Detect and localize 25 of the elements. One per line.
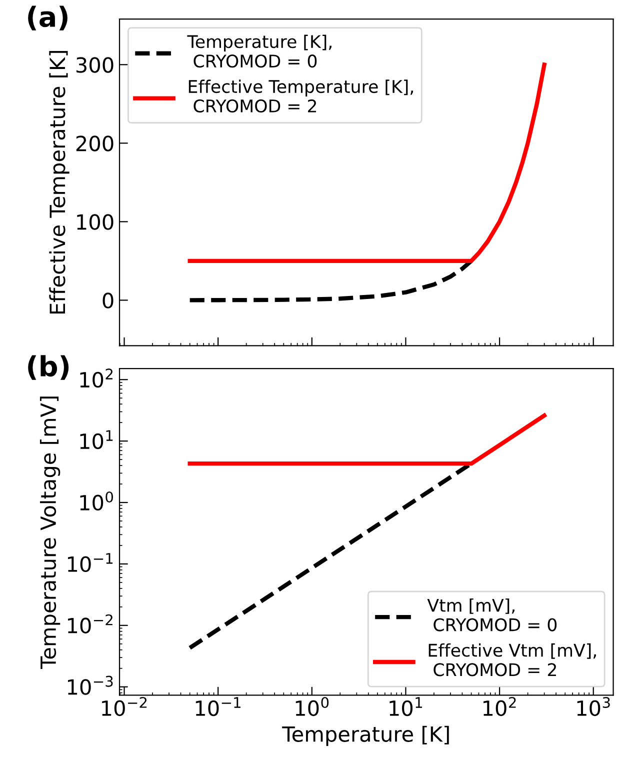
- y-tick-label: 200: [76, 136, 114, 152]
- x-axis-title: Temperature [K]: [282, 726, 449, 746]
- legend-label: Effective Vtm [mV], CRYOMOD = 2: [428, 643, 596, 676]
- x-tick-label: 10$^{0}$: [296, 696, 329, 716]
- x-tick-label: 10$^{−2}$: [102, 696, 147, 716]
- y-tick-label: 10$^{0}$: [80, 491, 113, 511]
- y-tick-label: 10$^{−1}$: [68, 553, 113, 572]
- legend-label: Temperature [K], CRYOMOD = 0: [187, 34, 332, 68]
- y-tick-label: 0: [102, 292, 114, 308]
- y-tick-label: 10$^{−3}$: [68, 676, 113, 695]
- x-tick-label: 10$^{−1}$: [196, 697, 240, 716]
- x-tick-label: 10$^{1}$: [390, 697, 422, 716]
- text: (b): [28, 355, 69, 380]
- y-axis-title: Temperature Voltage [mV]: [40, 396, 60, 670]
- x-tick-label: 10$^{2}$: [484, 696, 516, 716]
- y-tick-label: 10$^{1}$: [80, 430, 113, 450]
- y-tick-label: 300: [76, 57, 114, 73]
- legend-label: Effective Temperature [K], CRYOMOD = 2: [188, 80, 413, 113]
- y-tick-label: 10$^{2}$: [80, 368, 113, 388]
- legend-label: Vtm [mV], CRYOMOD = 0: [427, 598, 557, 632]
- y-axis-title: Effective Temperature [K]: [49, 51, 70, 314]
- text: (a): [28, 6, 68, 30]
- y-tick-label: 100: [77, 214, 114, 230]
- y-tick-label: 10$^{−2}$: [68, 614, 112, 634]
- x-tick-label: 10$^{3}$: [577, 696, 610, 716]
